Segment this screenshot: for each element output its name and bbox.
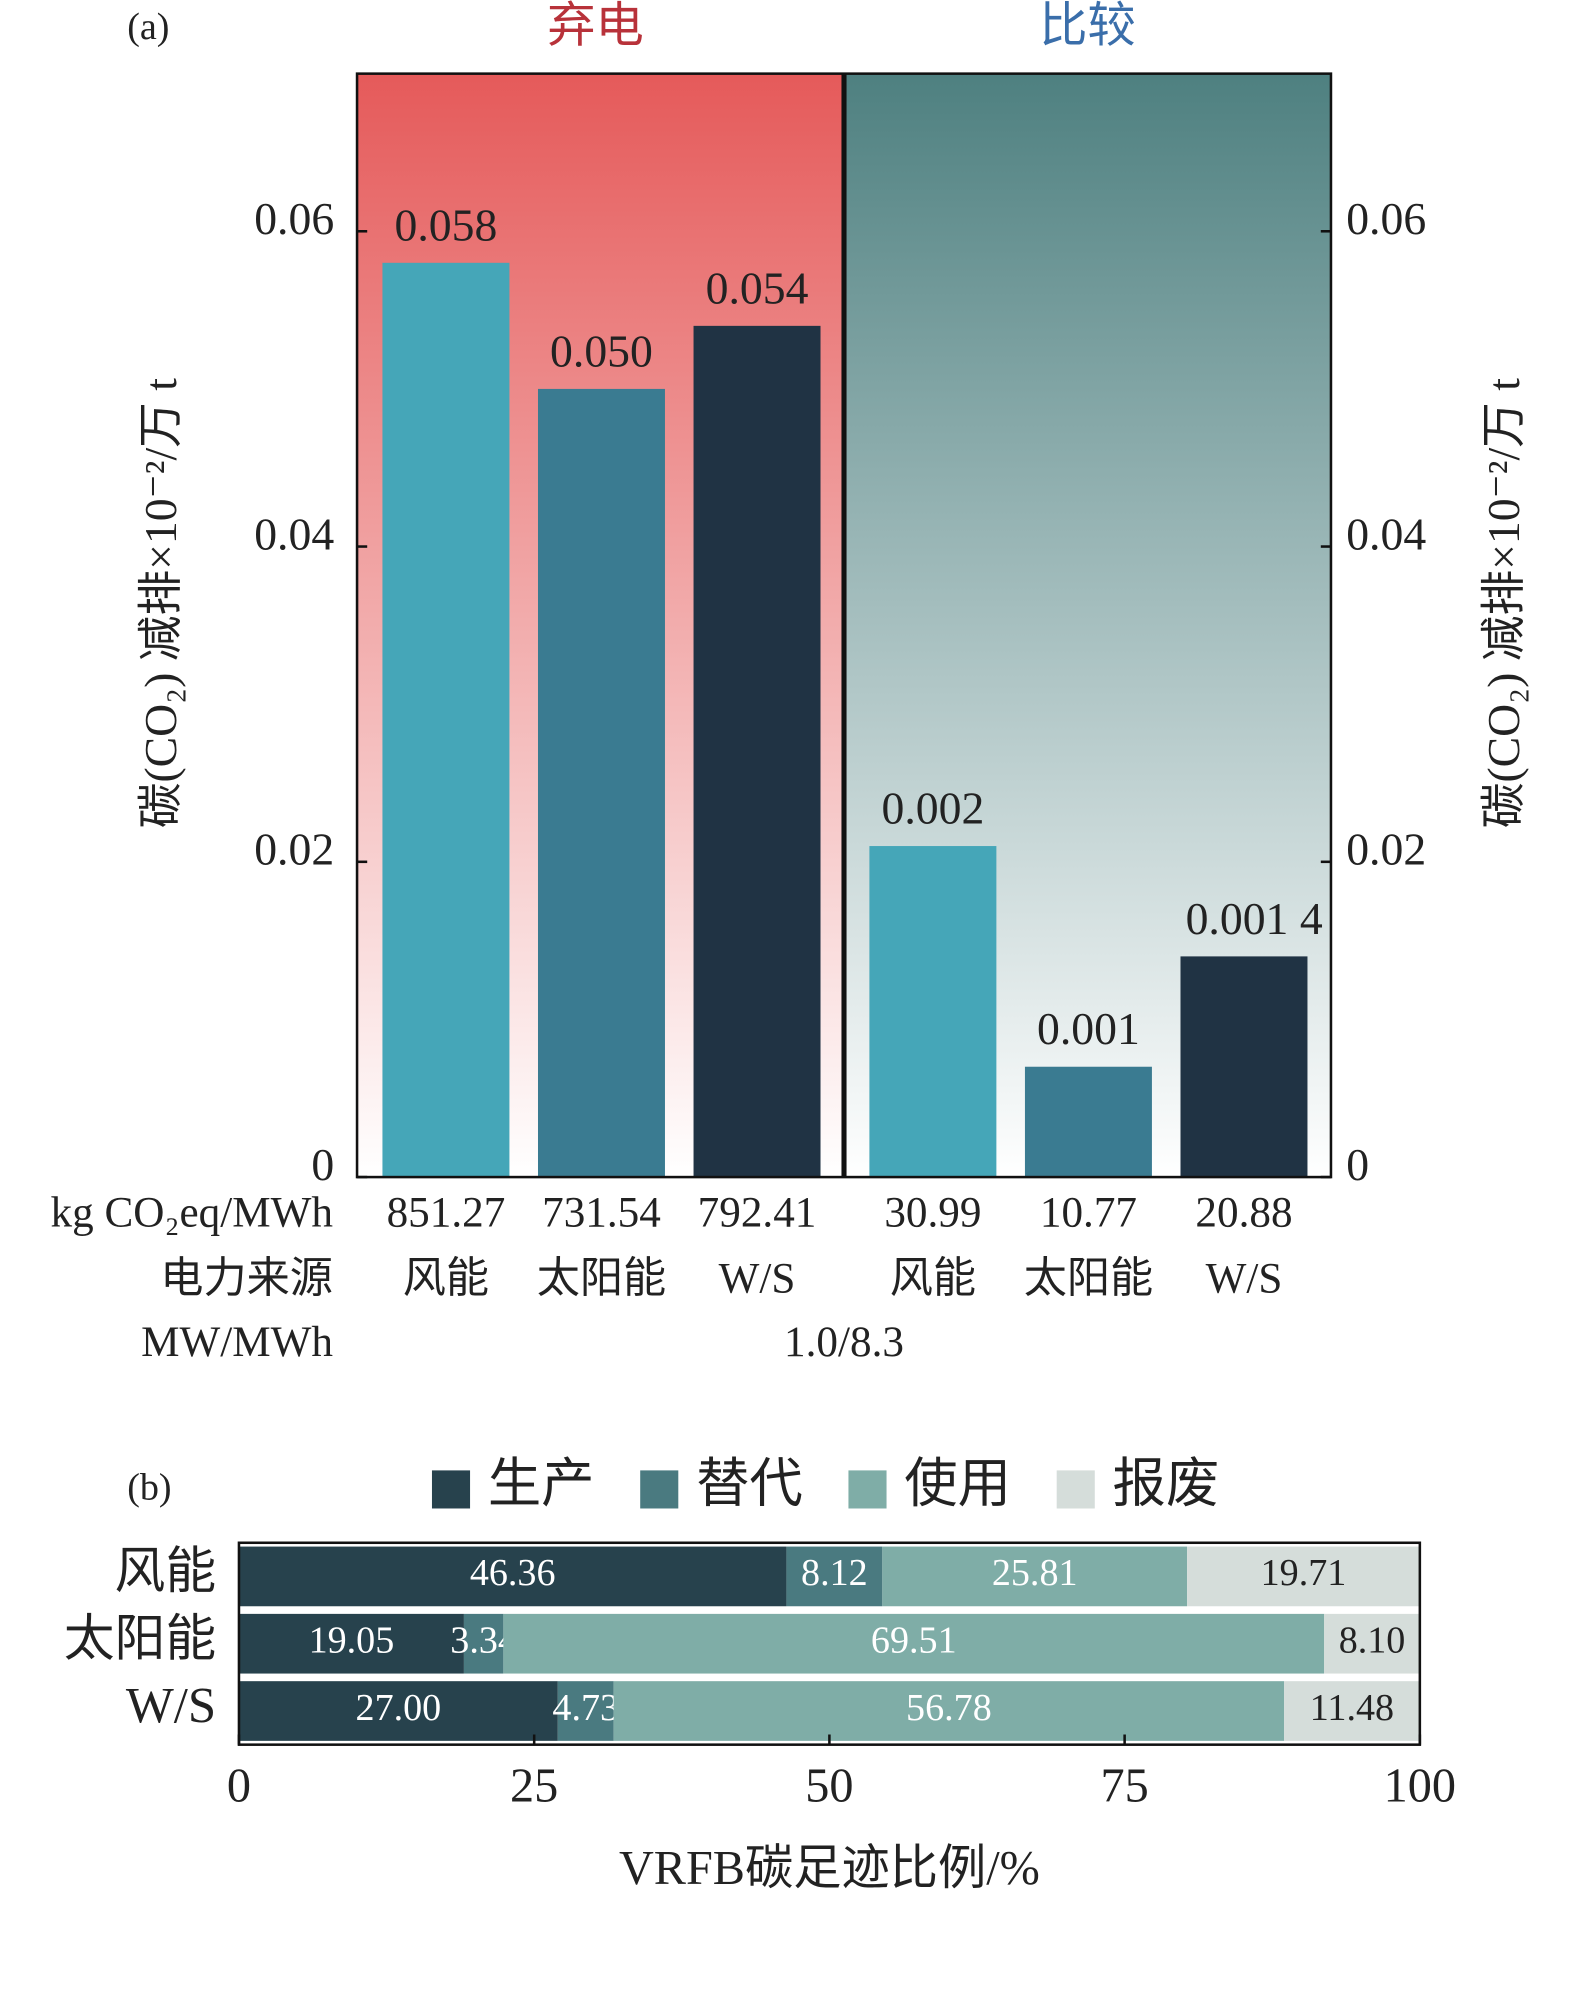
y-tick-label: 0 (311, 1139, 334, 1190)
panel-label: (b) (127, 1466, 171, 1508)
y2-tick-label: 0 (1346, 1139, 1369, 1190)
plot-frame (355, 72, 1333, 1179)
group-title: 比较 (1039, 0, 1136, 53)
bar-segment (882, 1546, 1188, 1607)
x-tick-label: 25 (510, 1759, 558, 1812)
category-label: 风能 (890, 1255, 976, 1302)
panel-label: (a) (127, 6, 169, 48)
annotation: 0.002 (881, 783, 984, 834)
category-label: W/S (1206, 1255, 1283, 1302)
bar-segment (557, 1681, 614, 1741)
category-label: 风能 (115, 1543, 217, 1599)
emission-value: 10.77 (1040, 1189, 1137, 1236)
emission-value: 30.99 (884, 1189, 981, 1236)
y-tick-label: 0.06 (254, 193, 334, 244)
legend-label: 使用 (904, 1454, 1011, 1514)
group-title: 弃电 (547, 0, 644, 53)
emission-value: 851.27 (387, 1189, 506, 1236)
category-label: W/S (719, 1255, 796, 1302)
category-label: 风能 (403, 1255, 489, 1302)
x-tick-label: 100 (1384, 1759, 1456, 1812)
bar-segment (463, 1613, 504, 1674)
bar (537, 388, 665, 1178)
value-label: 25.81 (992, 1552, 1078, 1594)
x-tick-label: 0 (227, 1759, 251, 1812)
y-tick-label: 0.04 (254, 508, 334, 559)
category-label: 太阳能 (64, 1610, 216, 1666)
emission-value: 792.41 (698, 1189, 817, 1236)
bar-segment (503, 1613, 1325, 1674)
annotation: 0.001 4 (1186, 893, 1323, 944)
bar-segment (1187, 1546, 1420, 1607)
category-label: 太阳能 (537, 1255, 666, 1302)
value-label: 0.054 (706, 262, 809, 313)
value-label: 0.050 (550, 325, 653, 376)
value-label: 56.78 (906, 1687, 992, 1729)
legend-swatch (848, 1470, 887, 1509)
legend-label: 替代 (696, 1454, 803, 1514)
value-label: 8.12 (801, 1552, 868, 1594)
bar (869, 846, 997, 1178)
value-label: 19.05 (309, 1619, 395, 1661)
capacity-value: 1.0/8.3 (784, 1319, 904, 1366)
value-label: 19.71 (1261, 1552, 1347, 1594)
bar-segment (1324, 1613, 1420, 1674)
bar (1024, 1066, 1152, 1178)
value-label: 27.00 (356, 1687, 442, 1729)
x-tick-label: 50 (805, 1759, 853, 1812)
legend-swatch (431, 1470, 471, 1509)
category-label: 太阳能 (1024, 1255, 1153, 1302)
row-label: kg CO₂eq/MWh (51, 1189, 334, 1236)
x-tick-label: 75 (1100, 1759, 1148, 1812)
row-label: 电力来源 (160, 1255, 333, 1302)
legend-label: 生产 (488, 1454, 595, 1514)
y-tick-label: 0.02 (254, 824, 334, 875)
y2-tick-label: 0.04 (1346, 508, 1426, 559)
y-axis-title: 碳(CO₂) 减排×10⁻²/万 t (135, 378, 186, 829)
bar-segment (786, 1546, 883, 1607)
y2-axis-title: 碳(CO₂) 减排×10⁻²/万 t (1478, 378, 1529, 829)
value-label: 8.10 (1339, 1619, 1406, 1661)
category-label: W/S (126, 1678, 216, 1734)
bar (693, 325, 821, 1178)
value-label: 4.73 (552, 1687, 619, 1729)
bar-segment (613, 1681, 1285, 1741)
y2-tick-label: 0.06 (1346, 193, 1426, 244)
legend-swatch (640, 1470, 679, 1509)
value-label: 0.058 (395, 199, 498, 250)
legend-label: 报废 (1113, 1454, 1220, 1514)
legend-swatch (1056, 1470, 1095, 1509)
emission-value: 20.88 (1195, 1189, 1292, 1236)
value-label: 46.36 (470, 1552, 556, 1594)
emission-value: 731.54 (542, 1189, 661, 1236)
row-label: MW/MWh (141, 1319, 333, 1366)
bar-segment (238, 1613, 464, 1674)
bar-segment (238, 1681, 558, 1741)
bar (382, 262, 510, 1178)
bar-segment (1284, 1681, 1420, 1741)
y2-tick-label: 0.02 (1346, 824, 1426, 875)
value-label: 11.48 (1310, 1687, 1394, 1729)
value-label: 69.51 (871, 1619, 957, 1661)
x-axis-title: VRFB碳足迹比例/% (619, 1842, 1040, 1895)
annotation: 0.001 (1037, 1003, 1140, 1054)
bar-segment (238, 1546, 787, 1607)
bar (1180, 956, 1308, 1178)
